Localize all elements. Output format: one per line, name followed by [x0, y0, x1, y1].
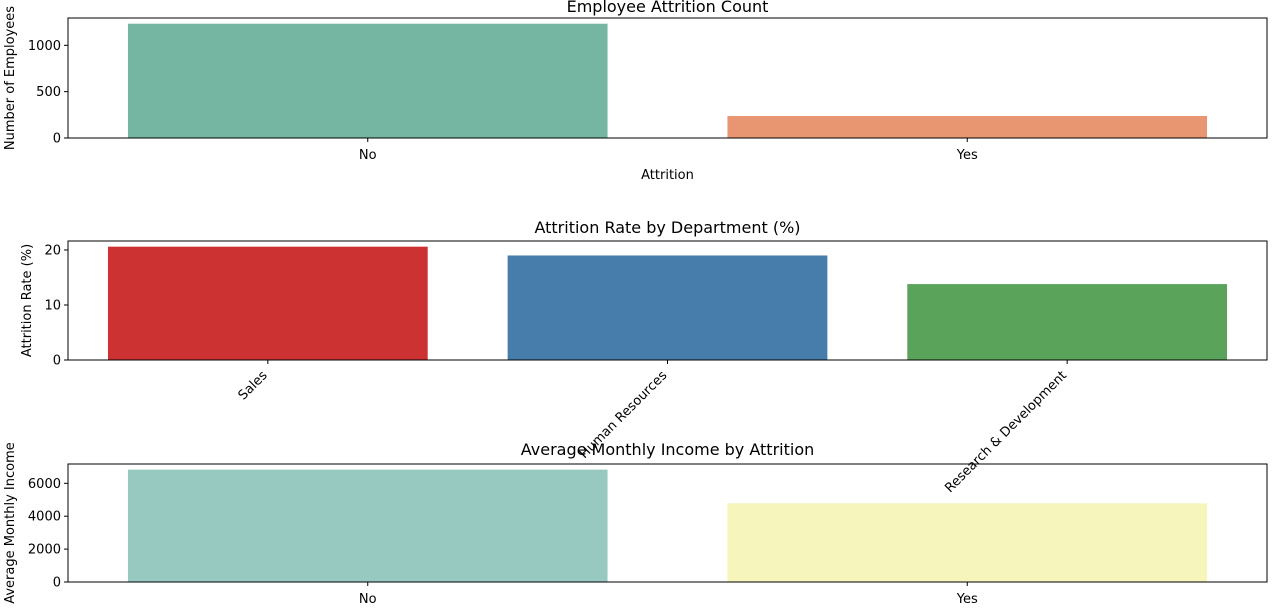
y-tick-label: 1000	[28, 39, 61, 54]
bar-no	[127, 469, 608, 582]
plot-frame	[67, 463, 1268, 583]
x-tick-label: Research & Development	[942, 368, 1070, 496]
bar-research-development	[907, 284, 1228, 360]
x-tick-label: Sales	[236, 368, 271, 403]
bar-yes	[727, 503, 1208, 582]
x-tick-label: Yes	[956, 148, 978, 163]
subplot-1: 0 500 1000 No Yes Employee Attrition Count Num…	[3, 0, 1268, 183]
bar-human-resources	[507, 255, 828, 360]
y-tick-label: 20	[44, 243, 61, 258]
x-tick-label: No	[359, 148, 377, 163]
y-tick-label: 4000	[28, 510, 61, 525]
y-tick-label: 2000	[28, 543, 61, 558]
x-axis-label: Attrition	[641, 168, 694, 183]
chart-title: Average Monthly Income by Attrition	[521, 440, 815, 459]
x-tick-label: No	[359, 592, 377, 607]
y-axis-label: Average Monthly Income	[3, 442, 18, 604]
chart-title: Attrition Rate by Department (%)	[534, 218, 800, 237]
y-tick-label: 10	[44, 298, 61, 313]
bar-no	[127, 23, 608, 138]
y-axis-label: Attrition Rate (%)	[20, 244, 35, 357]
y-tick-label: 0	[53, 132, 61, 147]
y-tick-label: 0	[53, 576, 61, 591]
chart-title: Employee Attrition Count	[567, 0, 769, 16]
y-tick-label: 0	[53, 354, 61, 369]
bar-sales	[107, 246, 428, 360]
bar-yes	[727, 116, 1208, 138]
x-tick-label: Yes	[956, 592, 978, 607]
y-tick-label: 500	[36, 85, 61, 100]
y-axis-label: Number of Employees	[3, 6, 18, 150]
subplot-3: 0 2000 4000 6000 No Yes Average Monthly Income…	[3, 440, 1268, 607]
plot-frame	[67, 17, 1268, 139]
y-tick-label: 6000	[28, 477, 61, 492]
